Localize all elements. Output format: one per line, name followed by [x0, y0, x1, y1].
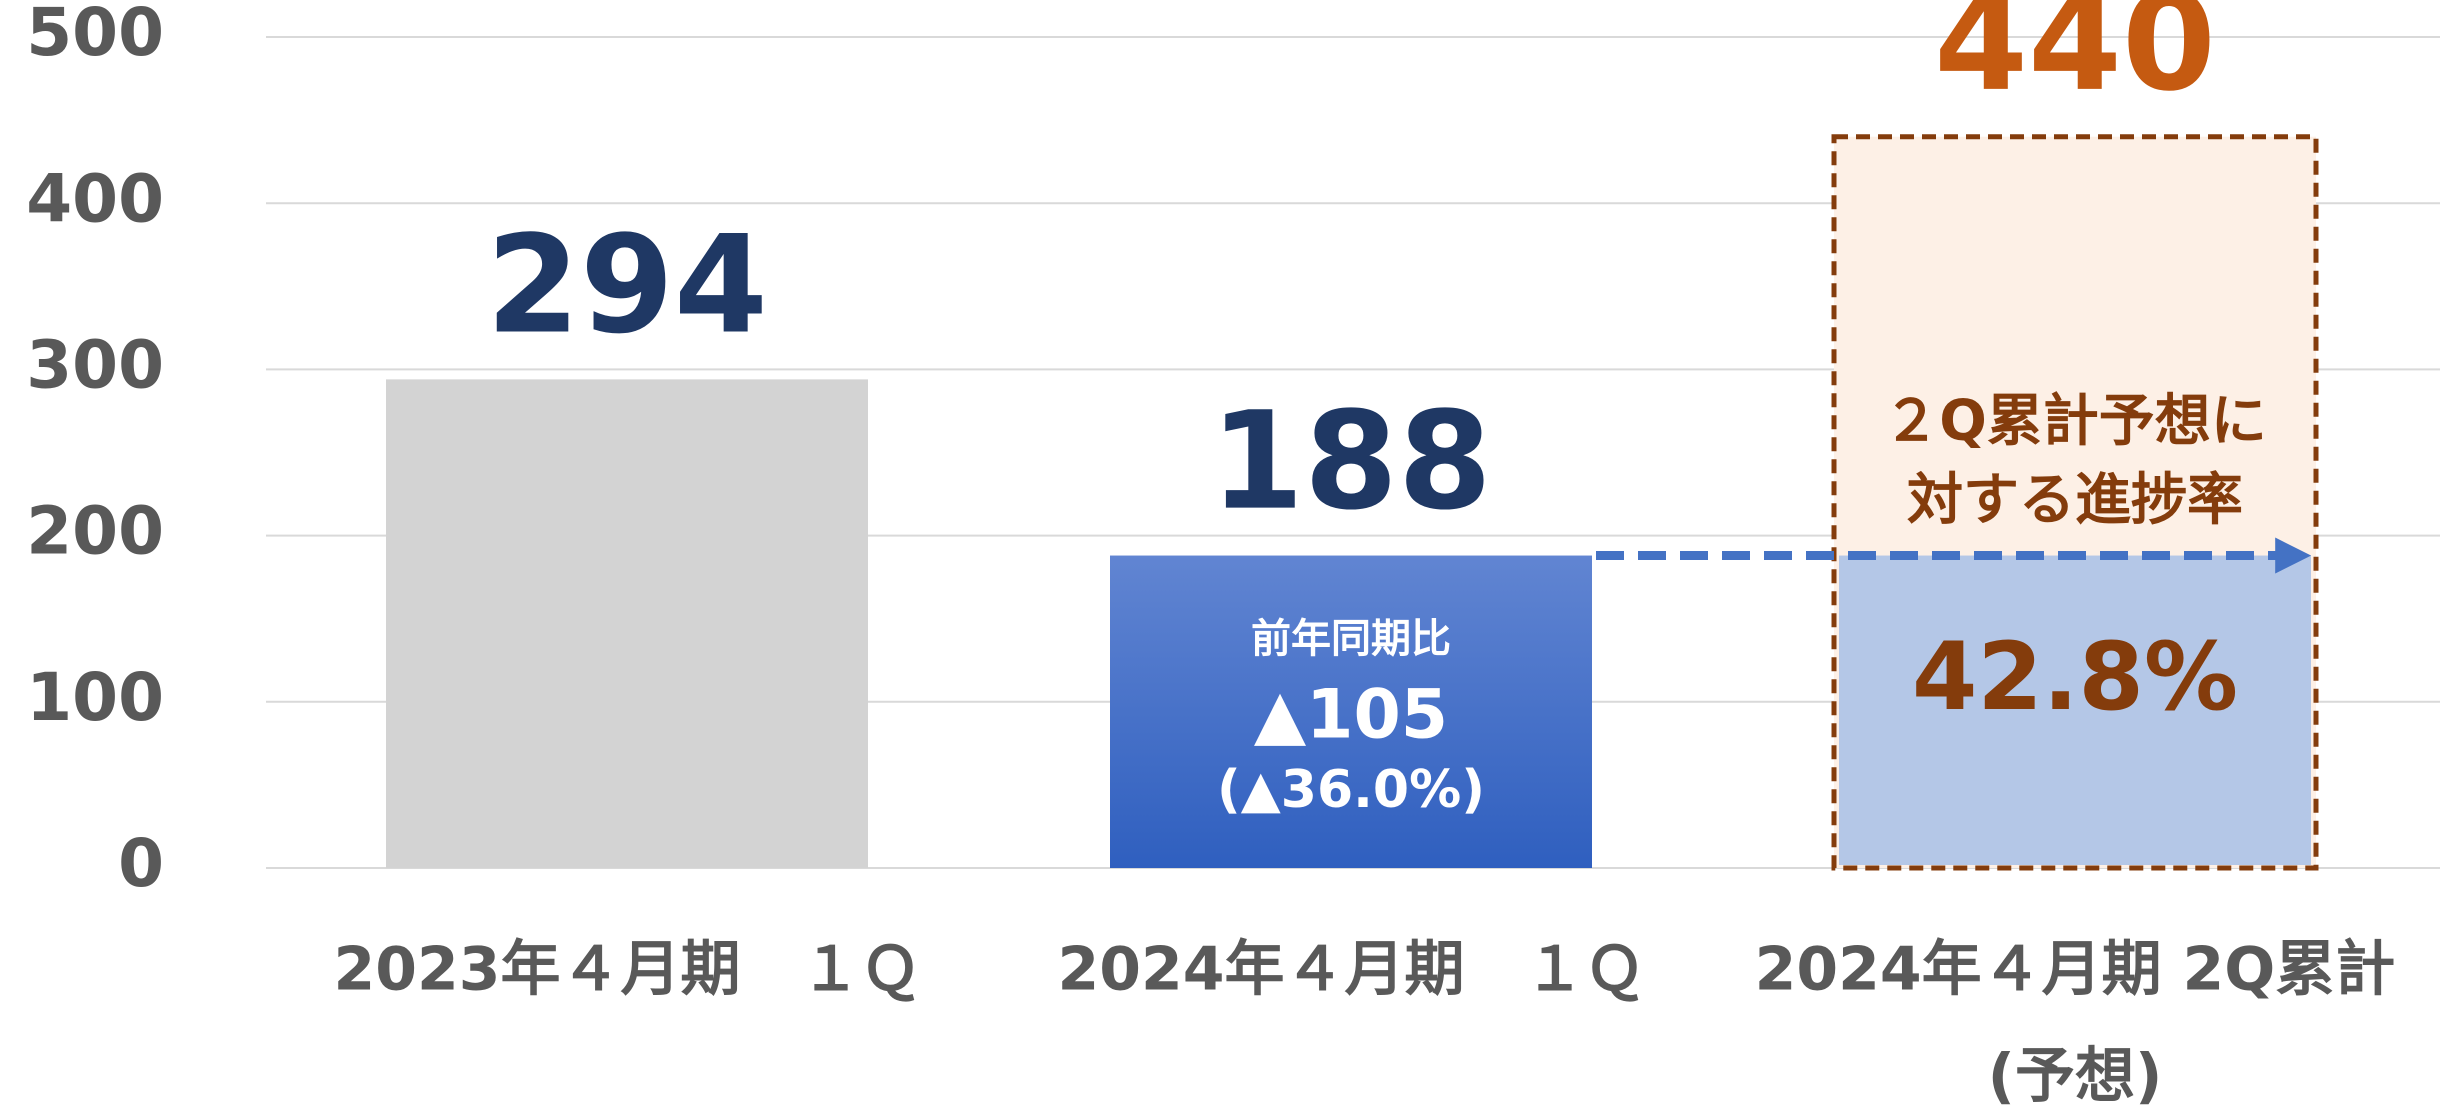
data-label: 440 [1934, 0, 2216, 121]
progress-title: 対する進捗率 [1907, 468, 2243, 533]
yoy-annotation: (▲36.0%) [1217, 760, 1485, 820]
x-tick-sublabel: (予想) [1988, 1042, 2163, 1110]
y-tick-label: 100 [26, 659, 164, 736]
bar [1110, 555, 1592, 868]
y-tick-label: 200 [26, 493, 164, 570]
y-tick-label: 300 [26, 326, 164, 403]
yoy-annotation: 前年同期比 [1251, 616, 1451, 662]
progress-title: ２Q累計予想に [1883, 389, 2267, 454]
y-tick-label: 0 [118, 825, 164, 902]
bar [386, 379, 868, 868]
yoy-annotation: ▲105 [1254, 676, 1448, 755]
y-tick-label: 500 [26, 0, 164, 71]
x-tick-label: 2023年４月期 １Ｑ [334, 935, 921, 1005]
data-label: 294 [486, 206, 768, 363]
x-tick-label: 2024年４月期 2Q累計 [1755, 935, 2396, 1005]
bar [1839, 555, 2311, 865]
progress-value: 42.8% [1912, 623, 2238, 732]
y-tick-label: 400 [26, 160, 164, 237]
x-tick-label: 2024年４月期 １Ｑ [1058, 935, 1645, 1005]
data-label: 188 [1210, 383, 1492, 540]
